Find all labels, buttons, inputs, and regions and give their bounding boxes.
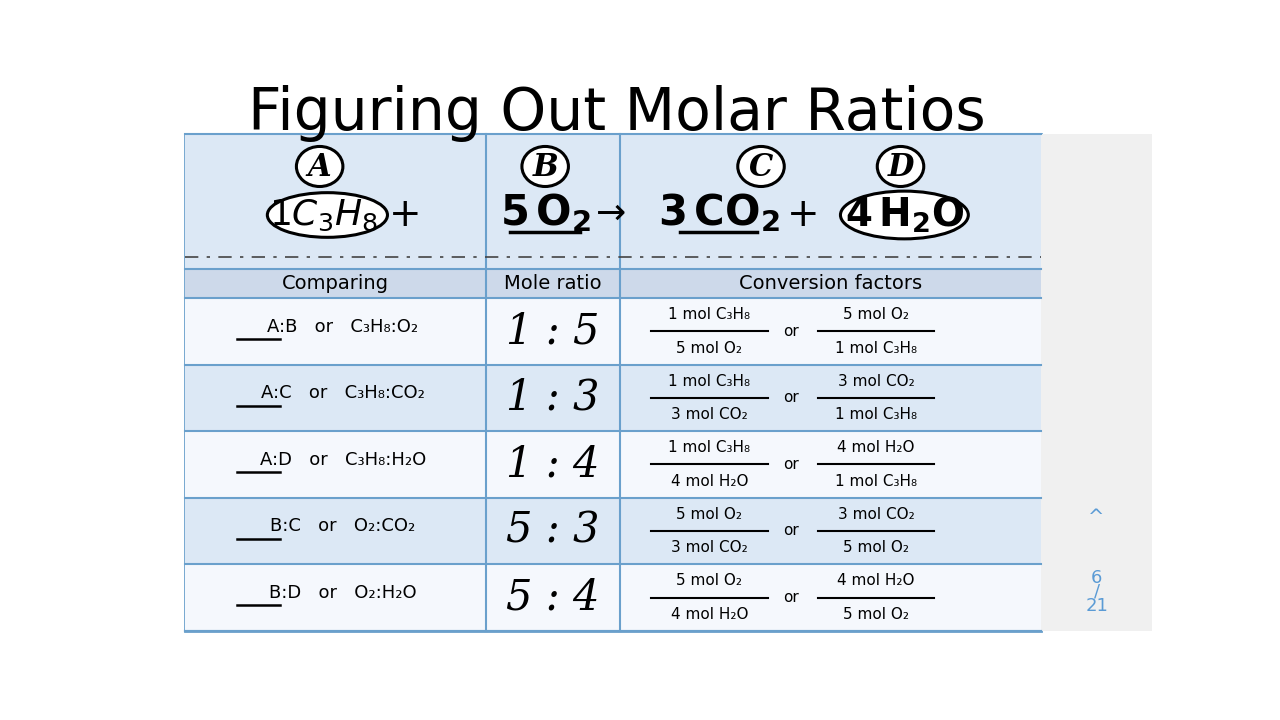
FancyBboxPatch shape	[1041, 134, 1152, 631]
Text: ^: ^	[1088, 508, 1105, 527]
FancyBboxPatch shape	[184, 134, 1041, 269]
Text: 3 mol CO₂: 3 mol CO₂	[837, 507, 914, 521]
Text: B: B	[532, 152, 558, 183]
Text: B:C   or   O₂:CO₂: B:C or O₂:CO₂	[270, 518, 416, 536]
Text: $\mathit{1C_3H_8}$: $\mathit{1C_3H_8}$	[269, 197, 378, 233]
Text: B:D   or   O₂:H₂O: B:D or O₂:H₂O	[269, 584, 417, 602]
Text: 4 mol H₂O: 4 mol H₂O	[837, 440, 915, 455]
Text: A:C   or   C₃H₈:CO₂: A:C or C₃H₈:CO₂	[261, 384, 425, 402]
Text: 4 mol H₂O: 4 mol H₂O	[837, 573, 915, 588]
FancyBboxPatch shape	[184, 431, 1041, 498]
Ellipse shape	[841, 191, 969, 239]
Text: 1 mol C₃H₈: 1 mol C₃H₈	[835, 408, 916, 423]
FancyBboxPatch shape	[184, 364, 1041, 431]
Text: Conversion factors: Conversion factors	[740, 274, 923, 293]
Text: $\mathbf{3\,CO_2}$: $\mathbf{3\,CO_2}$	[658, 192, 780, 234]
Text: 1 mol C₃H₈: 1 mol C₃H₈	[835, 341, 916, 356]
Text: 3 mol CO₂: 3 mol CO₂	[837, 374, 914, 389]
Ellipse shape	[522, 146, 568, 186]
Text: $\mathbf{4\,H_2O}$: $\mathbf{4\,H_2O}$	[845, 195, 964, 235]
Text: 1 mol C₃H₈: 1 mol C₃H₈	[668, 440, 750, 455]
Text: 1 : 3: 1 : 3	[506, 377, 599, 419]
Text: /: /	[1093, 583, 1100, 601]
Text: 5 mol O₂: 5 mol O₂	[844, 307, 909, 322]
Text: 21: 21	[1085, 597, 1108, 615]
Text: 1 mol C₃H₈: 1 mol C₃H₈	[668, 307, 750, 322]
Text: or: or	[783, 324, 799, 339]
Text: 6: 6	[1091, 569, 1102, 587]
FancyBboxPatch shape	[184, 564, 1041, 631]
Text: 5 mol O₂: 5 mol O₂	[844, 607, 909, 622]
Text: 1 : 5: 1 : 5	[506, 310, 599, 352]
Ellipse shape	[737, 146, 785, 186]
Text: A:D   or   C₃H₈:H₂O: A:D or C₃H₈:H₂O	[260, 451, 426, 469]
Text: 5 mol O₂: 5 mol O₂	[676, 341, 742, 356]
Text: or: or	[783, 590, 799, 605]
Text: or: or	[783, 457, 799, 472]
FancyBboxPatch shape	[184, 134, 1041, 631]
FancyBboxPatch shape	[184, 298, 1041, 364]
Text: 5 : 3: 5 : 3	[506, 510, 599, 552]
Text: D: D	[887, 152, 914, 183]
Text: $\mathbf{5\,O_2}$: $\mathbf{5\,O_2}$	[499, 192, 591, 234]
Text: 5 mol O₂: 5 mol O₂	[676, 573, 742, 588]
Text: or: or	[783, 390, 799, 405]
Ellipse shape	[268, 193, 388, 238]
Text: +: +	[787, 196, 820, 234]
Text: 1 mol C₃H₈: 1 mol C₃H₈	[835, 474, 916, 489]
Text: A: A	[307, 152, 332, 183]
FancyBboxPatch shape	[184, 498, 1041, 564]
Text: 1 : 4: 1 : 4	[506, 444, 599, 485]
FancyBboxPatch shape	[184, 269, 1041, 298]
Text: 5 mol O₂: 5 mol O₂	[676, 507, 742, 521]
Text: 3 mol CO₂: 3 mol CO₂	[671, 408, 748, 423]
Text: +: +	[389, 196, 421, 234]
Text: →: →	[596, 197, 626, 230]
Text: 4 mol H₂O: 4 mol H₂O	[671, 607, 749, 622]
Text: Mole ratio: Mole ratio	[504, 274, 602, 293]
Text: Figuring Out Molar Ratios: Figuring Out Molar Ratios	[248, 85, 986, 142]
Text: 3 mol CO₂: 3 mol CO₂	[671, 541, 748, 555]
Text: or: or	[783, 523, 799, 539]
Text: 5 mol O₂: 5 mol O₂	[844, 541, 909, 555]
Ellipse shape	[297, 146, 343, 186]
Text: C: C	[749, 152, 773, 183]
Text: 4 mol H₂O: 4 mol H₂O	[671, 474, 749, 489]
Text: 5 : 4: 5 : 4	[506, 577, 599, 618]
Ellipse shape	[877, 146, 924, 186]
Text: 1 mol C₃H₈: 1 mol C₃H₈	[668, 374, 750, 389]
Text: Comparing: Comparing	[282, 274, 389, 293]
Text: A:B   or   C₃H₈:O₂: A:B or C₃H₈:O₂	[268, 318, 419, 336]
